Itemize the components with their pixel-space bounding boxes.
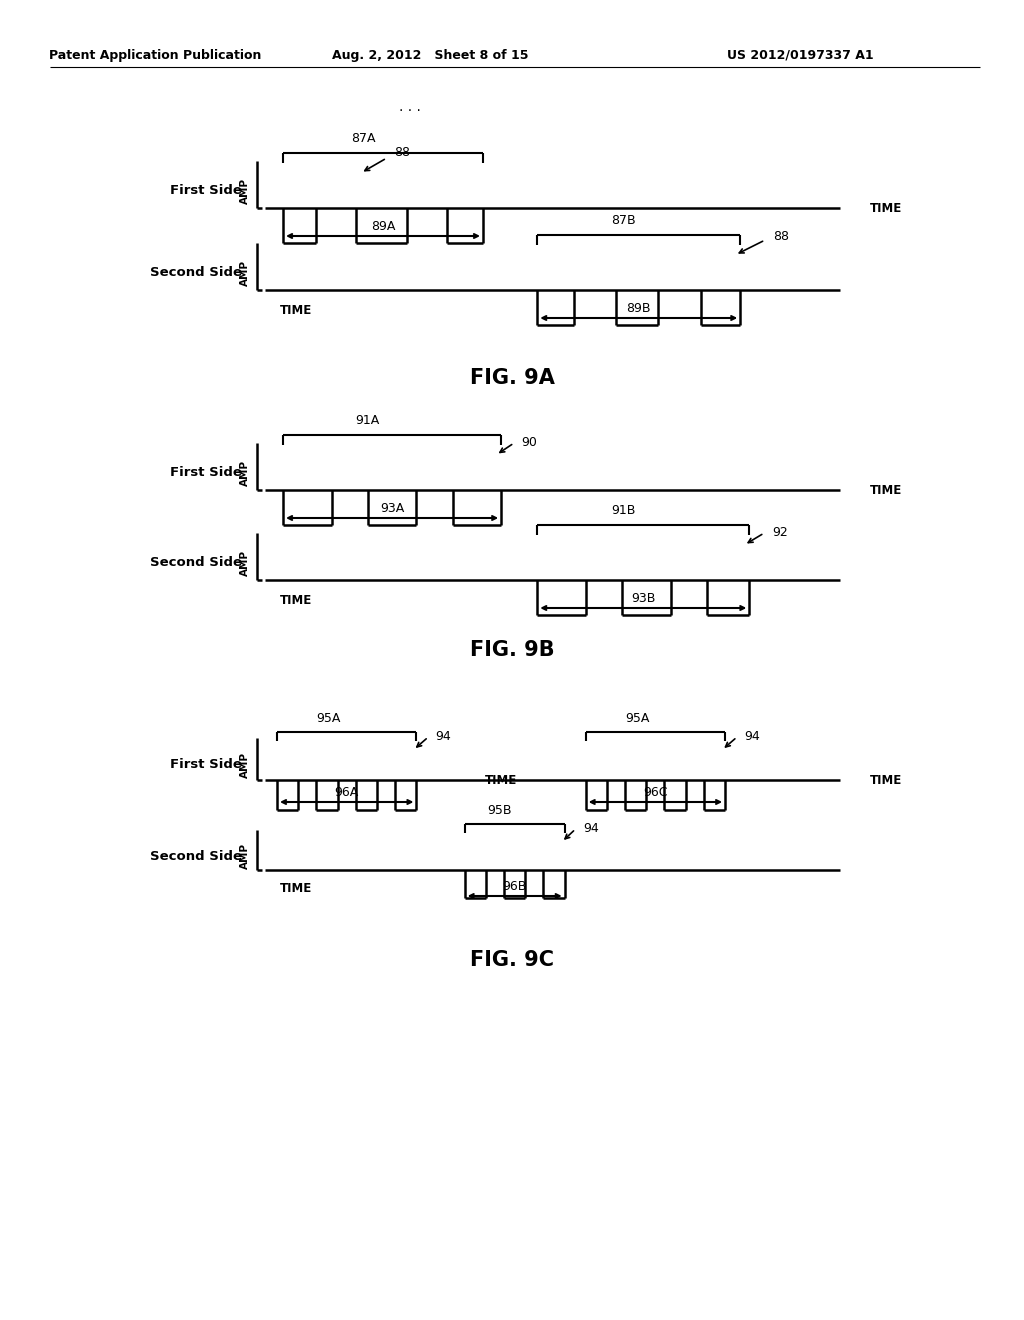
Text: FIG. 9B: FIG. 9B	[470, 640, 554, 660]
Text: 87B: 87B	[611, 214, 636, 227]
Text: AMP: AMP	[240, 178, 250, 205]
Text: 91A: 91A	[355, 414, 379, 428]
Text: 95A: 95A	[316, 713, 341, 726]
Text: TIME: TIME	[485, 774, 517, 787]
Text: TIME: TIME	[870, 202, 902, 214]
Text: Aug. 2, 2012   Sheet 8 of 15: Aug. 2, 2012 Sheet 8 of 15	[332, 49, 528, 62]
Text: 96C: 96C	[643, 785, 668, 799]
Text: First Side: First Side	[170, 466, 242, 479]
Text: TIME: TIME	[870, 774, 902, 787]
Text: 94: 94	[584, 822, 599, 836]
Text: 95B: 95B	[487, 804, 512, 817]
Text: FIG. 9A: FIG. 9A	[470, 368, 554, 388]
Text: . . .: . . .	[399, 100, 421, 114]
Text: 91B: 91B	[611, 504, 636, 517]
Text: TIME: TIME	[280, 882, 312, 895]
Text: TIME: TIME	[280, 594, 312, 606]
Text: 90: 90	[521, 437, 537, 450]
Text: Patent Application Publication: Patent Application Publication	[49, 49, 261, 62]
Text: Second Side: Second Side	[150, 557, 242, 569]
Text: Second Side: Second Side	[150, 850, 242, 862]
Text: 96B: 96B	[503, 879, 527, 892]
Text: First Side: First Side	[170, 759, 242, 771]
Text: 87A: 87A	[351, 132, 375, 145]
Text: AMP: AMP	[240, 260, 250, 286]
Text: 94: 94	[435, 730, 451, 743]
Text: US 2012/0197337 A1: US 2012/0197337 A1	[727, 49, 873, 62]
Text: 92: 92	[772, 527, 787, 540]
Text: FIG. 9C: FIG. 9C	[470, 950, 554, 970]
Text: First Side: First Side	[170, 185, 242, 198]
Text: 93B: 93B	[631, 591, 655, 605]
Text: TIME: TIME	[280, 304, 312, 317]
Text: AMP: AMP	[240, 843, 250, 869]
Text: TIME: TIME	[870, 483, 902, 496]
Text: AMP: AMP	[240, 752, 250, 777]
Text: 94: 94	[744, 730, 760, 743]
Text: 95A: 95A	[626, 713, 649, 726]
Text: AMP: AMP	[240, 459, 250, 486]
Text: 89B: 89B	[627, 301, 651, 314]
Text: 96A: 96A	[335, 785, 358, 799]
Text: AMP: AMP	[240, 550, 250, 576]
Text: 88: 88	[773, 231, 790, 243]
Text: 93A: 93A	[380, 502, 404, 515]
Text: 88: 88	[394, 147, 410, 160]
Text: Second Side: Second Side	[150, 267, 242, 280]
Text: 89A: 89A	[371, 219, 395, 232]
